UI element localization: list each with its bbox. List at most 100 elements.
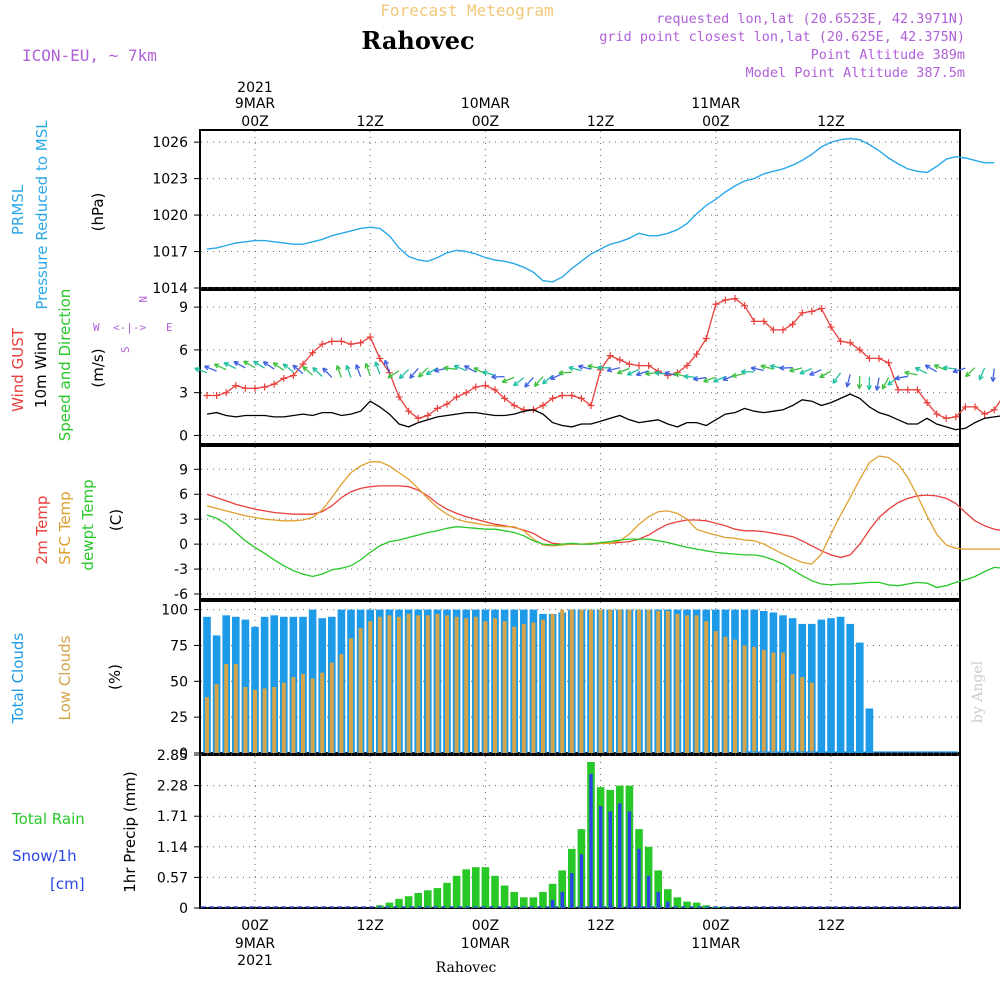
gust-marker bbox=[817, 305, 825, 313]
y-tick-label: 0 bbox=[179, 428, 188, 444]
sfc-temp-label: SFC Temp bbox=[56, 491, 74, 564]
gust-marker bbox=[558, 392, 566, 400]
gust-marker bbox=[501, 394, 509, 402]
gust-marker bbox=[443, 400, 451, 408]
y-tick-label: 1023 bbox=[152, 172, 188, 188]
low-clouds-bar bbox=[377, 616, 382, 753]
wind-direction-arrow bbox=[335, 365, 343, 378]
wind-direction-arrow bbox=[978, 367, 986, 381]
series-line-prmsl bbox=[206, 137, 995, 283]
y-tick-label: 0 bbox=[179, 901, 188, 917]
gust-marker bbox=[856, 346, 864, 354]
gust-marker bbox=[923, 399, 931, 407]
wind-direction-arrow bbox=[549, 373, 563, 380]
gust-marker bbox=[741, 302, 749, 310]
chart-marks bbox=[194, 137, 1000, 908]
low-clouds-bar bbox=[445, 615, 449, 753]
low-clouds-bar bbox=[205, 697, 209, 753]
gust-label: Wind GUST bbox=[9, 327, 27, 412]
wind-direction-arrow bbox=[731, 372, 745, 379]
wind-direction-arrow bbox=[223, 362, 237, 370]
y-tick-label: -6 bbox=[174, 587, 188, 603]
top-day-label: 11MAR bbox=[691, 96, 740, 112]
rain-bar bbox=[683, 901, 691, 908]
grid-point-coords: grid point closest lon,lat (20.625E, 42.… bbox=[599, 29, 965, 45]
series-line-sfc-temp bbox=[206, 455, 1000, 565]
low-clouds-bar bbox=[233, 664, 238, 753]
rain-bar bbox=[529, 897, 538, 908]
gust-marker bbox=[366, 333, 374, 341]
low-clouds-bar bbox=[425, 615, 430, 753]
y-tick-label: 1.14 bbox=[157, 840, 188, 856]
gust-marker bbox=[347, 340, 355, 348]
wind-direction-arrow bbox=[463, 365, 477, 373]
wind-direction-arrow bbox=[524, 376, 534, 388]
temp2m-label: 2m Temp bbox=[33, 496, 51, 565]
wind-direction-arrow bbox=[856, 375, 863, 390]
wind-direction-arrow bbox=[322, 367, 333, 378]
y-tick-label: 9 bbox=[179, 300, 188, 316]
gust-marker bbox=[904, 386, 912, 394]
wind-direction-arrow bbox=[596, 365, 611, 371]
bottom-day-label: 10MAR bbox=[461, 936, 510, 952]
wind-direction-arrow bbox=[387, 370, 400, 379]
wind-direction-arrow bbox=[692, 376, 707, 382]
low-clouds-bar bbox=[541, 619, 545, 753]
series-line-2m-temp bbox=[206, 485, 1000, 559]
top-hour-label: 00Z bbox=[241, 114, 268, 130]
y-tick-label: 3 bbox=[179, 386, 188, 402]
wind-direction-arrow bbox=[364, 362, 371, 376]
wind-direction-arrow bbox=[760, 364, 774, 370]
wind-direction-arrow bbox=[345, 364, 352, 378]
low-clouds-bar bbox=[646, 609, 651, 753]
gust-marker bbox=[827, 323, 835, 331]
wind-direction-arrow bbox=[491, 374, 505, 380]
y-tick-labels: 1014 1017 1020 1023 1026 0 3 6 9 -6 -3 0 3 6 9 0 25 50 75 1… bbox=[152, 135, 200, 917]
bottom-hour-label: 00Z bbox=[241, 918, 268, 934]
wind-direction-arrow bbox=[713, 375, 726, 383]
rain-bar bbox=[433, 888, 442, 908]
low-clouds-bar bbox=[704, 621, 709, 753]
gust-marker bbox=[405, 407, 413, 415]
gust-marker bbox=[395, 393, 403, 401]
wind-direction-arrow bbox=[213, 363, 227, 371]
wind-direction-arrow bbox=[799, 367, 813, 375]
bottom-hour-label: 12Z bbox=[817, 918, 844, 934]
low-clouds-bar bbox=[752, 646, 757, 753]
wind-direction-arrow bbox=[819, 370, 832, 379]
y-tick-label: 2.28 bbox=[157, 779, 188, 795]
low-clouds-bar bbox=[387, 615, 392, 753]
gust-marker bbox=[232, 382, 240, 390]
bottom-hour-label: 00Z bbox=[472, 918, 499, 934]
pressure-unit-label: (hPa) bbox=[89, 193, 107, 232]
gust-marker bbox=[213, 392, 221, 400]
gust-marker bbox=[789, 320, 797, 328]
low-clouds-bar bbox=[502, 621, 507, 753]
y-tick-label: 2.85 bbox=[157, 748, 188, 764]
temp-unit-label: (C) bbox=[107, 509, 125, 531]
rain-bar bbox=[520, 897, 528, 908]
total-clouds-bar bbox=[260, 616, 269, 753]
rain-bar bbox=[385, 902, 394, 908]
rain-bar bbox=[692, 902, 701, 908]
gust-marker bbox=[491, 386, 499, 394]
low-clouds-bar bbox=[713, 631, 718, 753]
gust-marker bbox=[606, 352, 614, 360]
total-clouds-bar bbox=[241, 619, 250, 753]
low-clouds-bar bbox=[473, 616, 478, 753]
gust-marker bbox=[462, 389, 470, 397]
rain-bar bbox=[721, 907, 730, 908]
gust-marker bbox=[952, 413, 960, 421]
rain-bar bbox=[443, 882, 451, 908]
y-tick-label: 6 bbox=[179, 487, 188, 503]
wind-direction-arrow bbox=[443, 365, 457, 371]
y-tick-label: -3 bbox=[174, 562, 188, 578]
wind-direction-arrow bbox=[933, 364, 947, 371]
gust-marker bbox=[520, 406, 528, 414]
y-tick-label: 3 bbox=[179, 512, 188, 528]
wind-direction-arrow bbox=[606, 367, 620, 373]
total-clouds-bar bbox=[865, 708, 874, 753]
clouds-unit-label: (%) bbox=[106, 664, 124, 690]
pressure-msl-label: Pressure Reduced to MSL bbox=[33, 120, 51, 310]
snow-bar bbox=[608, 811, 612, 908]
